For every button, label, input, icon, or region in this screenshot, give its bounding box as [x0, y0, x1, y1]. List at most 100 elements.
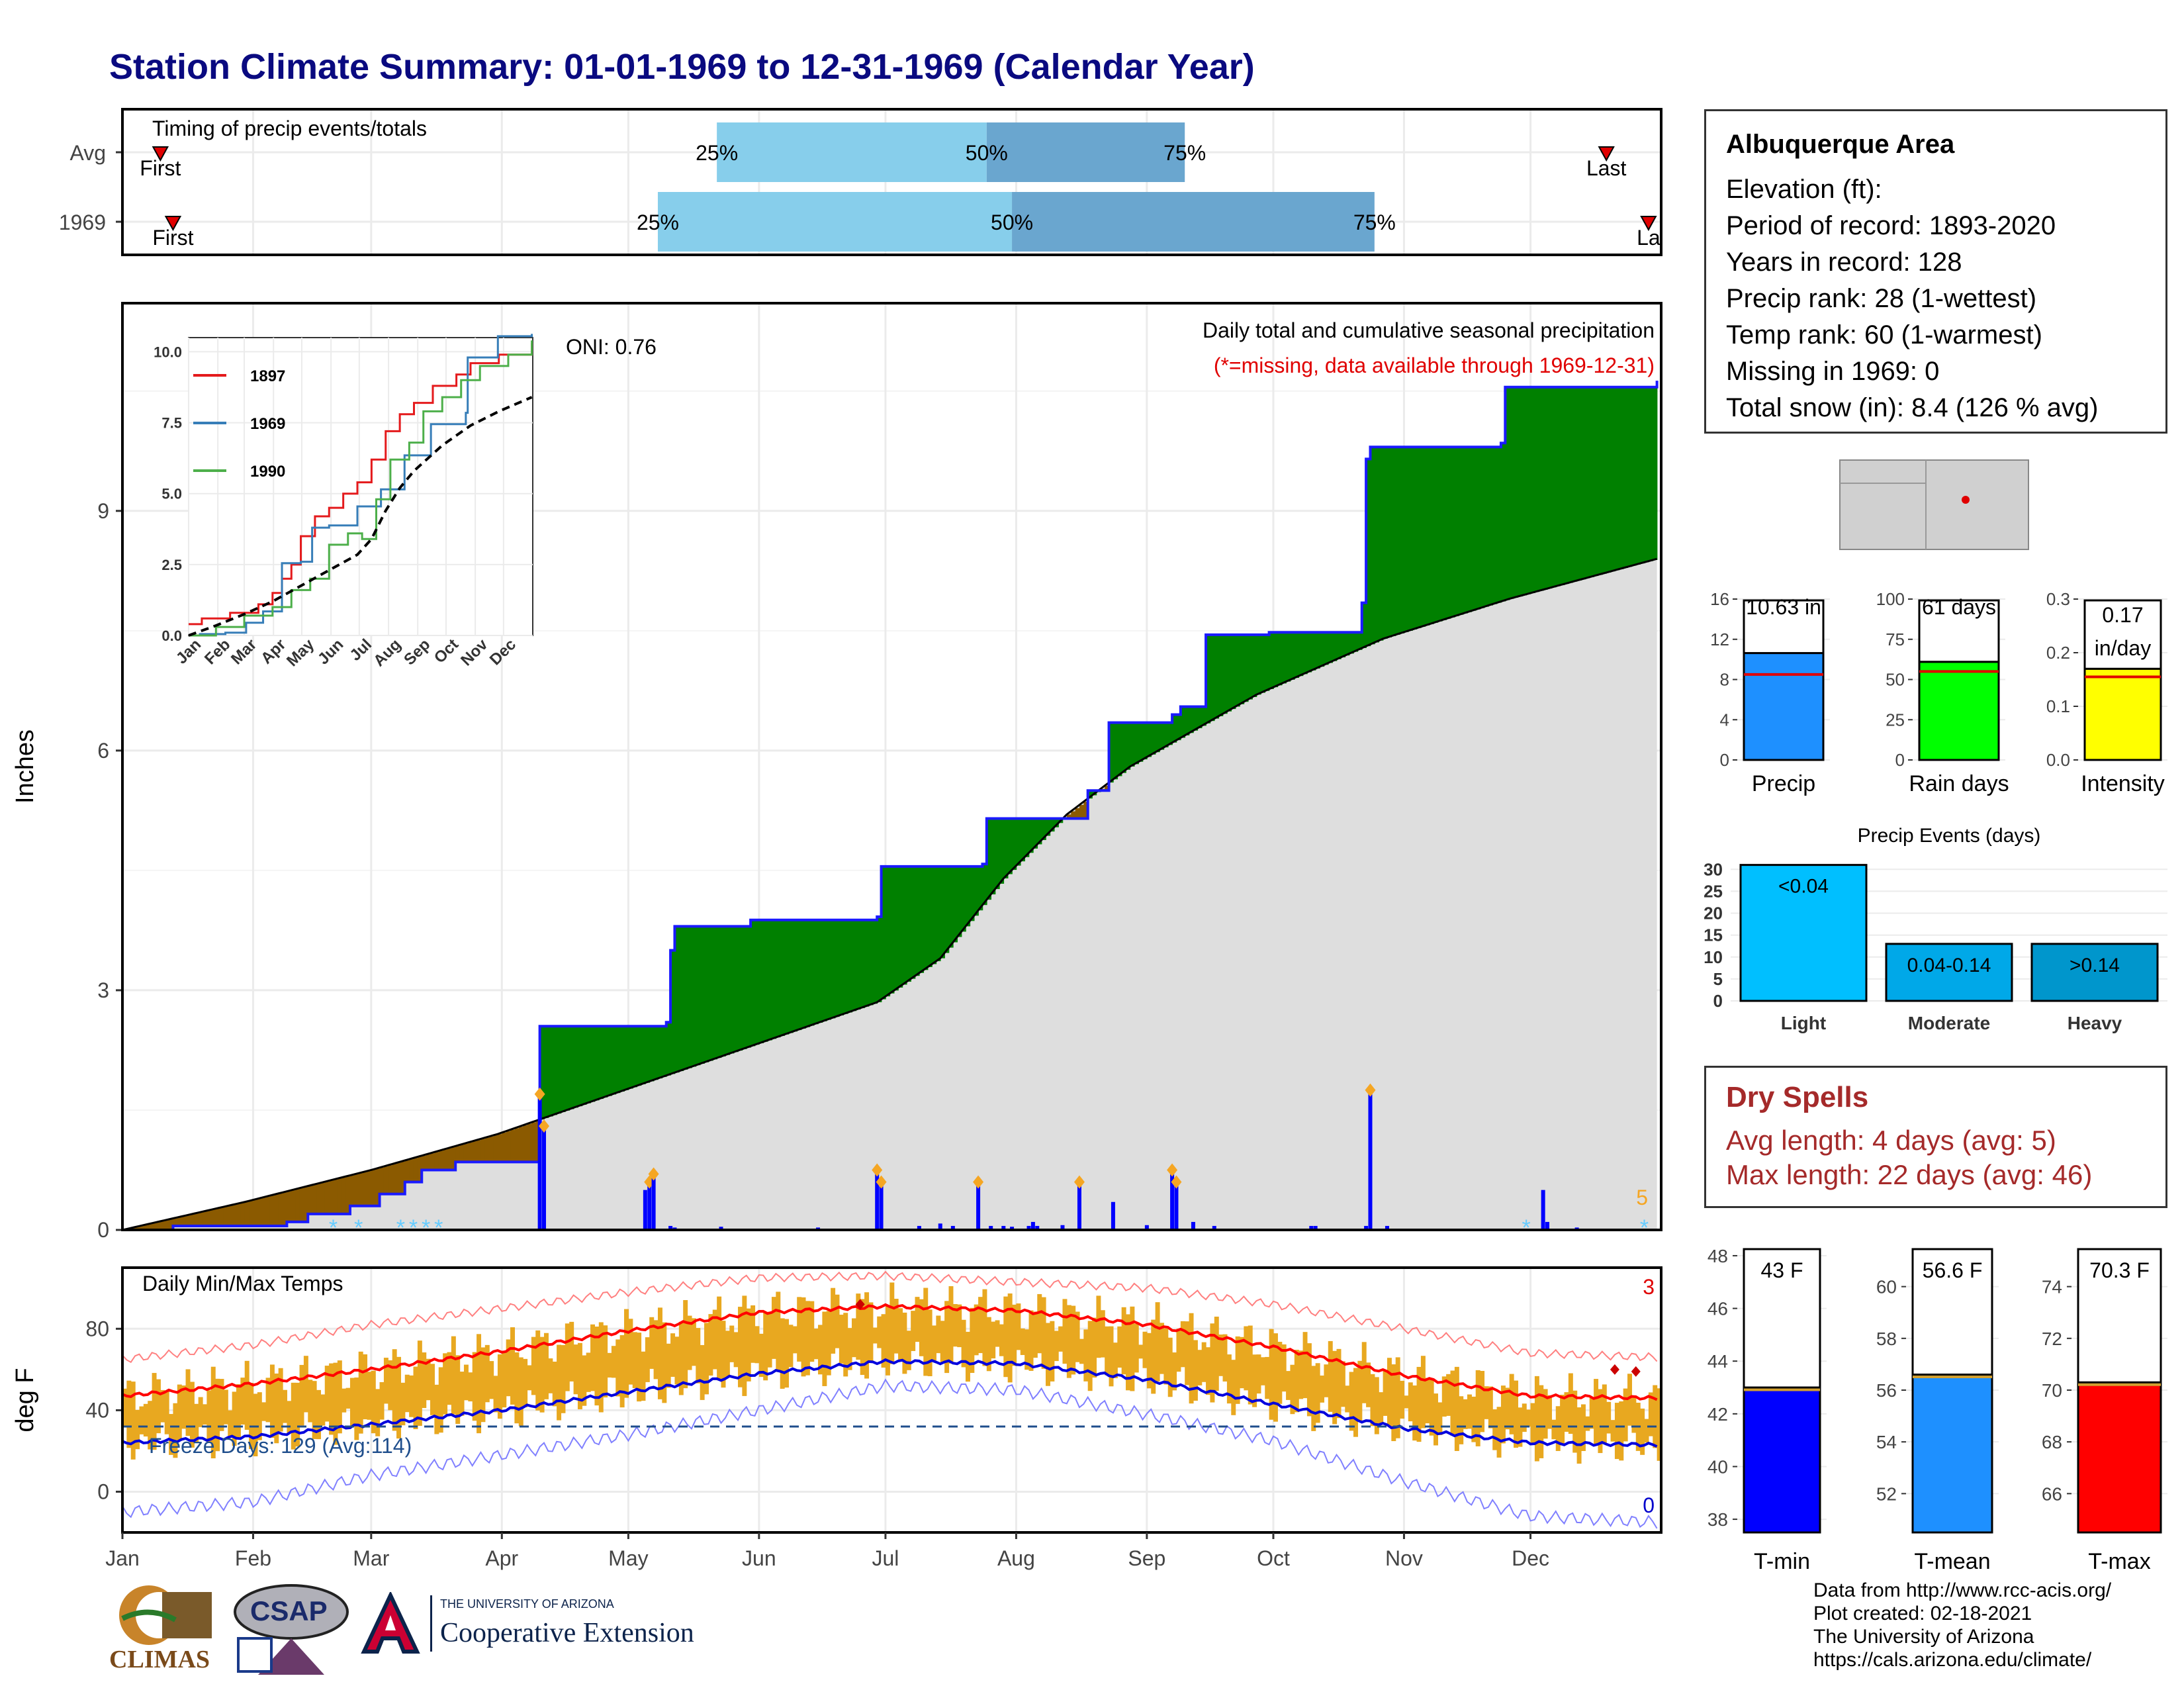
daily-temp-bar [801, 1297, 806, 1377]
deficit-segment [156, 1222, 161, 1230]
surplus-segment [788, 919, 794, 1033]
daily-temp-bar [1062, 1299, 1068, 1364]
surplus-segment [1024, 818, 1030, 857]
surplus-segment [1256, 634, 1261, 695]
surplus-segment [767, 919, 772, 1041]
daily-temp-bar [729, 1325, 735, 1362]
surplus-segment [822, 919, 827, 1021]
daily-temp-bar [135, 1409, 140, 1450]
daily-temp-bar [527, 1365, 532, 1391]
surplus-segment [619, 1026, 625, 1092]
timing-bar-upper [1012, 192, 1375, 252]
deficit-segment [400, 1161, 406, 1194]
daily-temp-bar [404, 1374, 410, 1413]
temp-mini-ytick: 42 [1707, 1404, 1728, 1425]
surplus-segment [1480, 447, 1485, 608]
csap-logo: CSAP [232, 1582, 351, 1681]
daily-temp-bar [303, 1356, 308, 1413]
surplus-segment [1016, 818, 1021, 866]
daily-temp-bar [148, 1401, 153, 1450]
deficit-segment [371, 1170, 376, 1206]
surplus-segment [1332, 632, 1338, 661]
daily-temp-bar [780, 1318, 785, 1389]
mini-ytick-label: 8 [1720, 670, 1729, 690]
inset-average-line [188, 396, 533, 637]
surplus-segment [1180, 706, 1186, 738]
daily-temp-bar [388, 1360, 393, 1411]
daily-temp-bar [422, 1352, 427, 1409]
daily-temp-bar [776, 1291, 781, 1371]
daily-temp-bar [607, 1352, 612, 1378]
daily-temp-bar [683, 1299, 688, 1389]
surplus-segment [1146, 722, 1152, 757]
temp-category-label: T-min [1754, 1549, 1810, 1574]
daily-precip-bar [1026, 1225, 1031, 1230]
deficit-segment [283, 1192, 288, 1226]
surplus-segment [1252, 634, 1257, 697]
deficit-segment [518, 1127, 523, 1162]
deficit-segment [316, 1184, 322, 1214]
daily-precip-bar [875, 1170, 880, 1230]
surplus-segment [970, 866, 975, 921]
daily-temp-bar [523, 1358, 528, 1407]
daily-temp-bar [489, 1361, 494, 1399]
daily-temp-bar [619, 1335, 625, 1408]
surplus-segment [1560, 387, 1565, 585]
deficit-segment [194, 1213, 199, 1226]
surplus-segment [696, 926, 701, 1066]
surplus-segment [1277, 632, 1283, 686]
snow-day-marker: * [1522, 1215, 1531, 1241]
surplus-segment [1648, 387, 1654, 561]
daily-temp-bar [139, 1406, 144, 1434]
surplus-segment [915, 866, 920, 976]
daily-temp-bar [1357, 1360, 1363, 1421]
daily-temp-bar [1281, 1344, 1287, 1392]
state-border-lines [1840, 460, 1927, 549]
surplus-segment [1539, 387, 1544, 591]
daily-temp-bar [1374, 1377, 1379, 1434]
surplus-segment [1370, 447, 1375, 645]
daily-precip-bar [1191, 1221, 1195, 1230]
daily-temp-bar [1222, 1334, 1228, 1382]
surplus-segment [1488, 447, 1494, 606]
daily-temp-bar [1408, 1382, 1413, 1422]
snow-day-marker: * [329, 1215, 338, 1241]
daily-precip-bar [1364, 1225, 1369, 1230]
precip-ylabel: Inches [11, 729, 39, 804]
daily-temp-bar [1379, 1392, 1384, 1425]
daily-temp-bar [915, 1297, 920, 1342]
events-ytick-label: 10 [1704, 947, 1723, 967]
daily-temp-bar [514, 1352, 520, 1424]
daily-temp-bar [851, 1318, 856, 1358]
surplus-segment [974, 866, 979, 916]
surplus-segment [1467, 447, 1473, 612]
temp-mini-ytick: 46 [1707, 1299, 1728, 1319]
daily-temp-bar [1092, 1317, 1097, 1378]
month-label: Apr [485, 1546, 518, 1570]
surplus-segment [1142, 722, 1148, 760]
daily-temp-bar [1416, 1366, 1422, 1442]
daily-precip-bar [1010, 1227, 1015, 1230]
daily-temp-bar [1012, 1304, 1017, 1366]
surplus-segment [1357, 632, 1363, 650]
deficit-segment [181, 1216, 187, 1226]
daily-temp-bar [1467, 1394, 1472, 1429]
oni-label: ONI: 0.76 [566, 335, 657, 359]
daily-temp-bar [1256, 1354, 1261, 1394]
daily-temp-bar [1151, 1319, 1156, 1394]
state-map [1839, 459, 2029, 550]
daily-temp-bar [379, 1382, 385, 1420]
daily-temp-bar [451, 1336, 456, 1415]
surplus-segment [835, 919, 840, 1017]
event-bar [1885, 943, 2013, 1002]
deficit-segment [383, 1166, 389, 1194]
daily-temp-bar [1226, 1354, 1232, 1404]
daily-temp-bar [1244, 1326, 1249, 1391]
temp-ytick-label: 80 [85, 1317, 109, 1340]
daily-temp-bar [269, 1364, 275, 1438]
deficit-segment [345, 1176, 351, 1214]
month-label: Feb [235, 1546, 271, 1570]
surplus-segment [666, 1022, 671, 1076]
daily-temp-bar [826, 1311, 831, 1376]
temp-label-box [1911, 1248, 1993, 1376]
